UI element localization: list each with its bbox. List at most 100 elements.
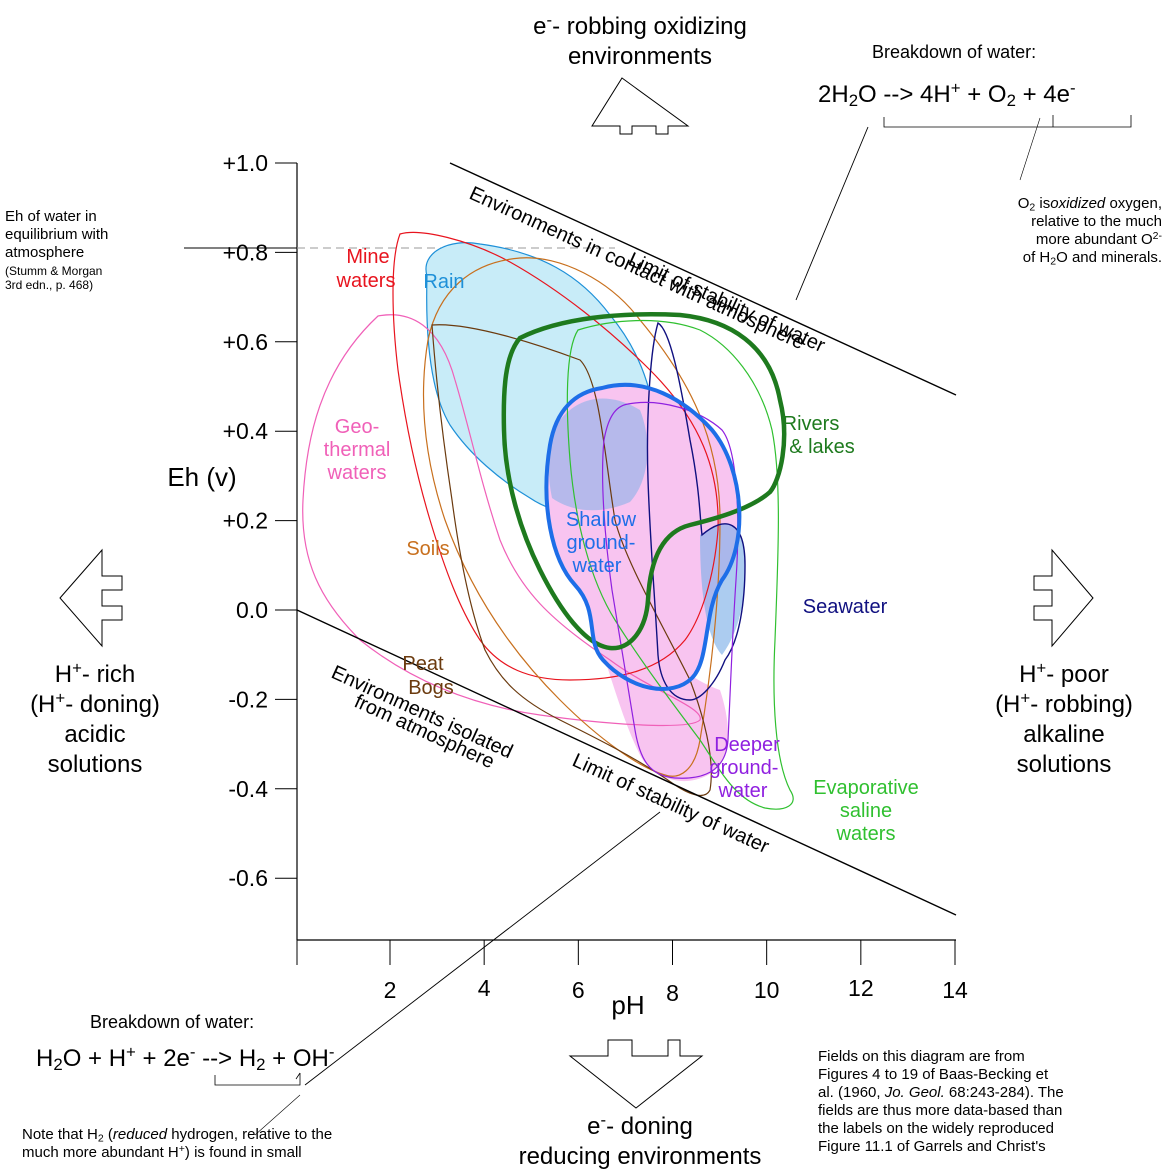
- rivers-lakes-label-1: Rivers: [783, 413, 840, 435]
- top-breakdown-equation: 2H2O --> 4H+ + O2 + 4e-: [818, 80, 1076, 110]
- y-tick-label: +1.0: [223, 150, 268, 176]
- bottom-electron-bracket: [214, 1073, 301, 1086]
- fields-note-line6: Figure 11.1 of Garrels and Christ's: [818, 1138, 1046, 1155]
- left-line2a: (H: [30, 691, 56, 718]
- o2-note-line2: relative to the much: [1031, 213, 1162, 230]
- o2-note-sub: 2: [1029, 201, 1036, 214]
- right-line2-sup: +: [1020, 688, 1031, 708]
- y-tick-label: -0.4: [228, 776, 268, 802]
- arrow-left-icon: [59, 548, 123, 648]
- right-h-sup: +: [1036, 658, 1047, 678]
- soils-label: Soils: [406, 538, 449, 560]
- fields-source-note: Fields on this diagram are from Figures …: [818, 1048, 1064, 1156]
- x-tick-label: 12: [848, 975, 874, 1001]
- evaporative-saline-field: [566, 319, 794, 810]
- mine-waters-label-1: Mine: [346, 246, 389, 268]
- o2-note-o: O: [1017, 195, 1030, 212]
- top-eq-sub1: 2: [848, 91, 859, 111]
- bottom-eq-part4: --> H: [195, 1045, 257, 1072]
- bottom-label-line1: - doning: [606, 1113, 693, 1140]
- top-equation-leader: [795, 126, 869, 301]
- bottom-eq-sup3: -: [189, 1042, 196, 1062]
- x-tick-label: 10: [754, 977, 780, 1003]
- bottom-eq-part1: H: [36, 1045, 54, 1072]
- bottom-label-line2: reducing environments: [518, 1143, 762, 1170]
- bottom-eq-sub1: 2: [53, 1055, 63, 1075]
- bottom-breakdown-equation: H2O + H+ + 2e- --> H2 + OH-: [36, 1044, 334, 1074]
- top-eq-part3: + O: [960, 81, 1007, 108]
- evaporative-label-2: saline: [840, 800, 892, 822]
- eh-note-line4: (Stumm & Morgan: [5, 264, 103, 278]
- h2-note-line2-sup: +: [178, 1142, 185, 1155]
- bottom-equation-leader: [304, 811, 661, 1086]
- evaporative-label-3: waters: [836, 823, 896, 845]
- eh-note-line5: 3rd edn., p. 468): [5, 278, 94, 292]
- top-eq-sup4: -: [1069, 78, 1076, 98]
- h2-note-line2b: ) is found in small: [184, 1144, 302, 1161]
- top-label-line1: - robbing oxidizing: [552, 13, 747, 40]
- h2-note-c: hydrogen, relative to the: [167, 1126, 333, 1143]
- y-tick-label: +0.2: [223, 508, 268, 534]
- bottom-eq-part3: + 2e: [135, 1045, 190, 1072]
- y-tick-label: +0.6: [223, 329, 268, 355]
- upper-stability-limit-line: [449, 162, 957, 396]
- right-line4: solutions: [1016, 751, 1112, 778]
- y-tick-label: -0.2: [228, 686, 268, 712]
- o2-note-oxidized: oxidized: [1050, 195, 1106, 212]
- shallow-groundwater-outline: [544, 382, 742, 691]
- deeper-groundwater-fill: [600, 612, 729, 782]
- top-eq-part2: O --> 4H: [858, 81, 951, 108]
- y-tick-label: +0.8: [223, 239, 268, 265]
- top-electron-sup: -: [546, 10, 553, 30]
- x-tick-label: 4: [478, 975, 491, 1001]
- y-tick-label: +0.4: [223, 418, 269, 444]
- seawater-field: [646, 321, 746, 701]
- top-electron-bracket: [883, 115, 1132, 128]
- right-line2a: (H: [995, 691, 1021, 718]
- deeper-groundwater-field: [601, 401, 739, 779]
- y-axis-label: Eh (v): [167, 462, 236, 492]
- mine-waters-field: [392, 231, 719, 681]
- left-line1: - rich: [81, 661, 136, 688]
- o2-note-line3-sup: 2-: [1152, 229, 1162, 242]
- x-tick-group: 2 4 6 8 10 12 14: [296, 940, 968, 1006]
- right-alkaline-label: H+- poor (H+- robbing) alkaline solution…: [966, 660, 1162, 780]
- bottom-eq-sup2: +: [126, 1042, 136, 1062]
- y-tick-label: -0.6: [228, 865, 268, 891]
- rain-shallow-overlap-fill: [548, 398, 648, 511]
- o2-note-oxygen: oxygen,: [1105, 195, 1162, 212]
- o2-note-line4b: O and minerals.: [1056, 249, 1162, 266]
- seawater-label: Seawater: [803, 596, 888, 618]
- o2-note-line3: more abundant O: [1035, 231, 1153, 248]
- bottom-electron-sup: -: [600, 1110, 607, 1130]
- peat-bogs-label-2: Bogs: [408, 677, 454, 699]
- h2-note-sub: 2: [97, 1132, 104, 1145]
- right-h: H: [1019, 661, 1037, 688]
- top-label-line2: environments: [567, 43, 713, 70]
- h2-note-leader: [254, 1094, 301, 1136]
- bottom-eq-part5: + OH: [265, 1045, 329, 1072]
- left-line2b: - doning): [65, 691, 160, 718]
- top-eq-sub3: 2: [1006, 91, 1016, 111]
- bottom-eq-part2: O + H: [62, 1045, 127, 1072]
- eh-note-line3: atmosphere: [5, 244, 85, 261]
- bottom-electron: e: [587, 1113, 601, 1140]
- deeper-gw-label-1: Deeper: [714, 734, 780, 756]
- geothermal-label-3: waters: [327, 462, 387, 484]
- geothermal-label-1: Geo-: [335, 416, 379, 438]
- h2-note-b: (: [103, 1126, 113, 1143]
- fields-note-line4: fields are thus more data-based than: [818, 1102, 1063, 1119]
- right-line3: alkaline: [1023, 721, 1105, 748]
- peat-bogs-label-1: Peat: [402, 653, 444, 675]
- eh-atmosphere-citation: (Stumm & Morgan 3rd edn., p. 468): [5, 264, 102, 292]
- left-line4: solutions: [47, 751, 143, 778]
- fields-note-line3a: al. (1960,: [818, 1084, 885, 1101]
- h2-note-a: Note that H: [22, 1126, 98, 1143]
- h2-note-line2a: much more abundant H: [22, 1144, 179, 1161]
- x-tick-label: 2: [384, 977, 397, 1003]
- h2-note-reduced: reduced: [112, 1126, 168, 1143]
- eh-atmosphere-note: Eh of water in equilibrium with atmosphe…: [5, 208, 108, 262]
- left-line3: acidic: [64, 721, 126, 748]
